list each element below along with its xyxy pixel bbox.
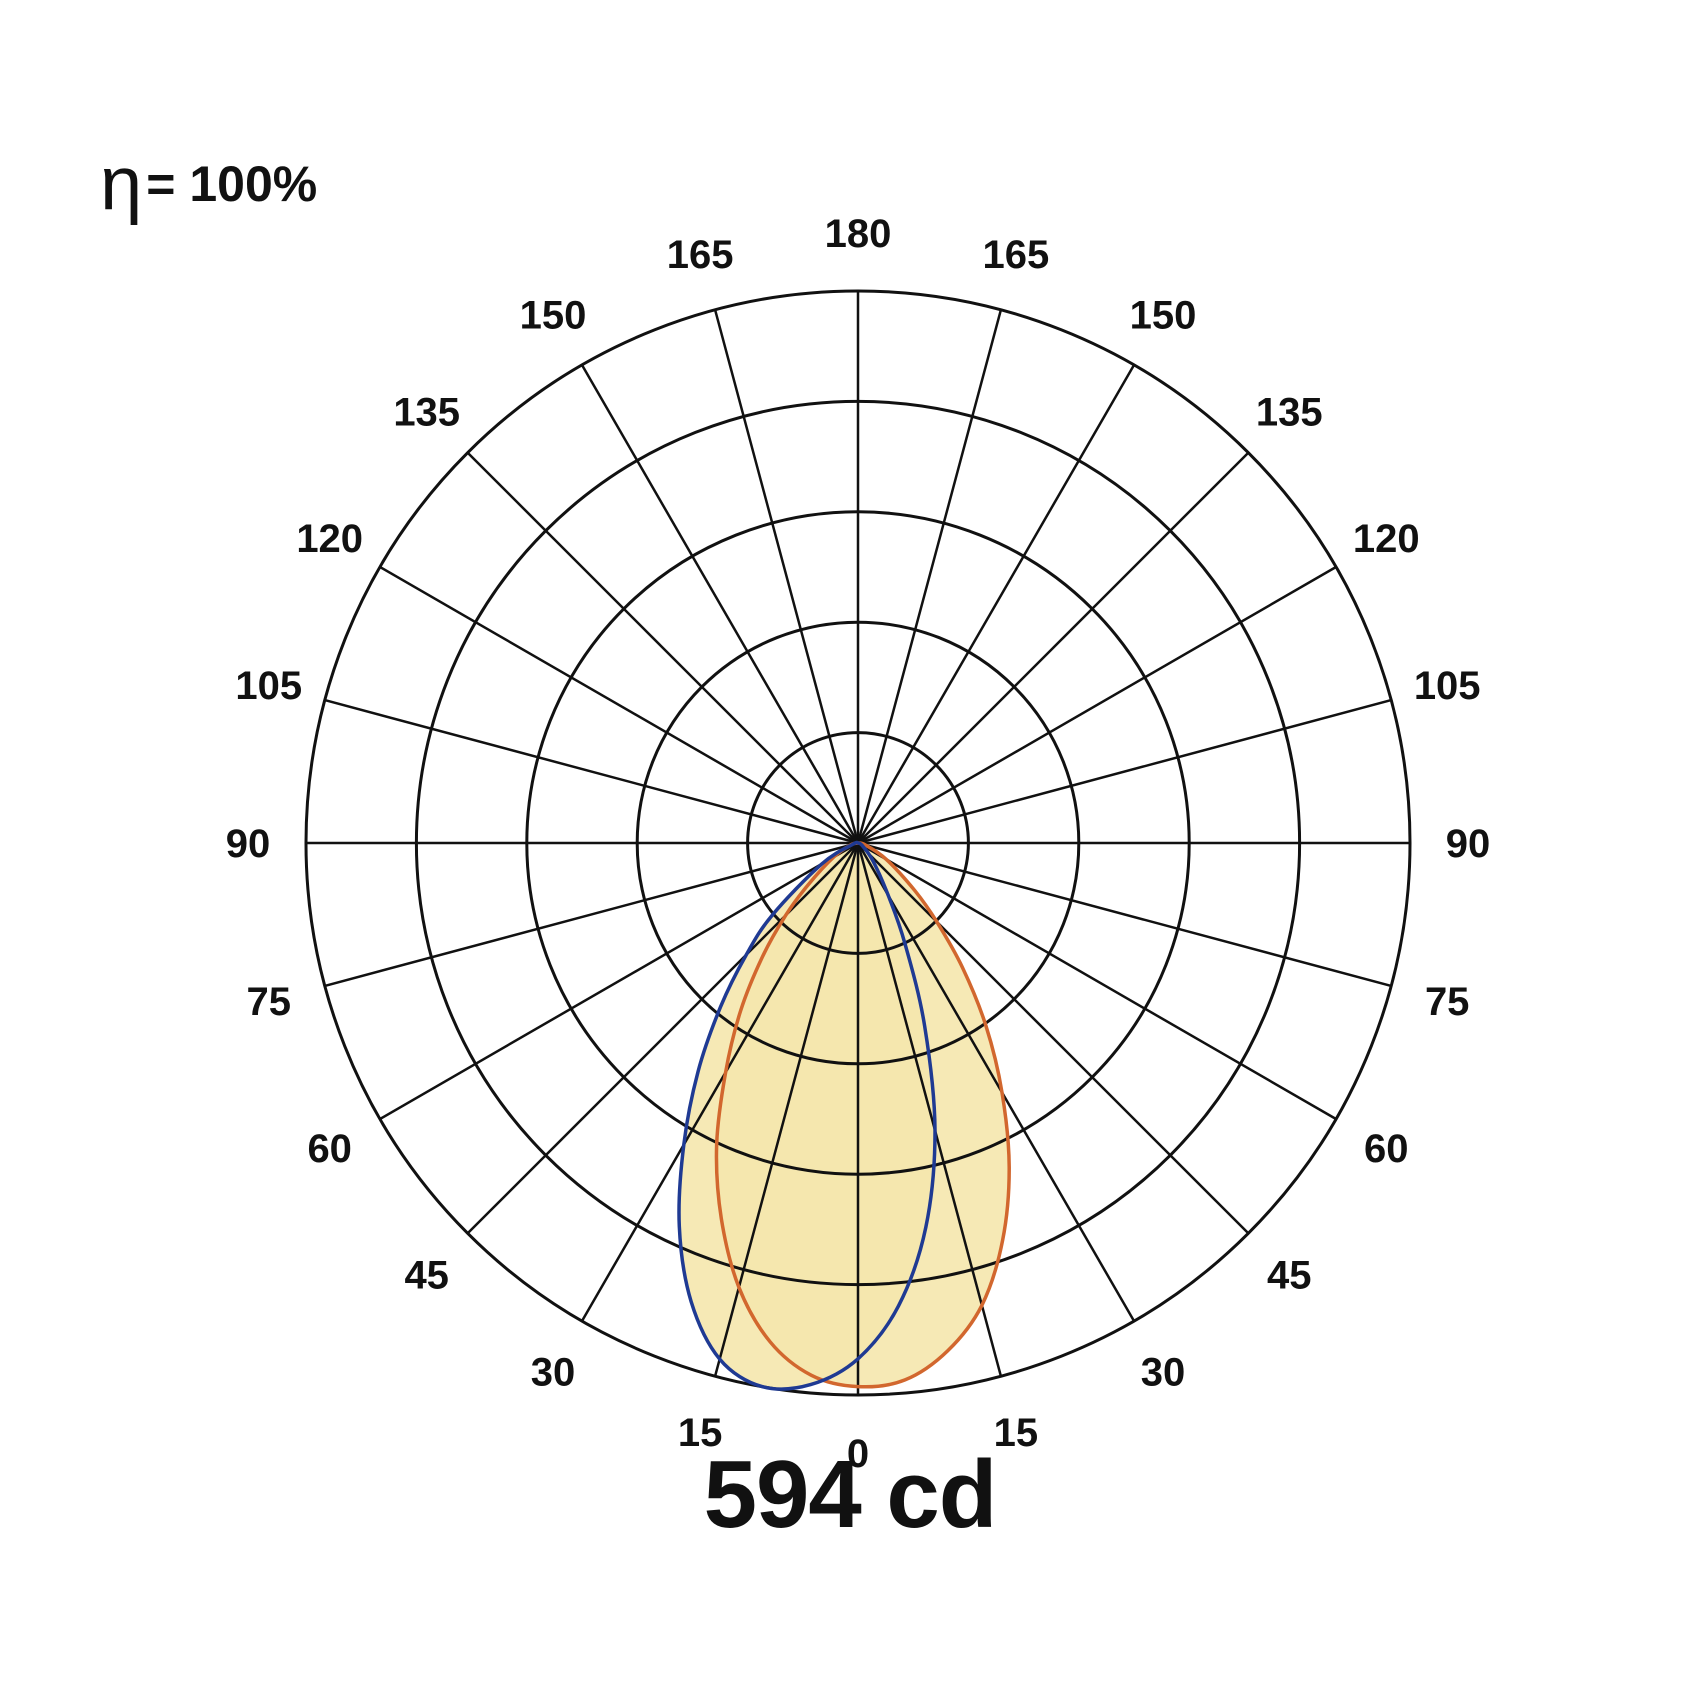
angle-tick-label: 15 <box>994 1411 1039 1455</box>
grid-spoke <box>857 841 1392 988</box>
angle-tick-label: 135 <box>393 391 460 435</box>
angle-tick-label: 15 <box>678 1411 723 1455</box>
angle-tick-label: 120 <box>1353 517 1420 561</box>
series-curve-c90-c270 <box>677 840 937 1391</box>
angle-tick-label: 165 <box>667 233 734 277</box>
angle-tick-label: 60 <box>1364 1127 1409 1171</box>
grid-spoke <box>857 698 1392 845</box>
angle-tick-label: 45 <box>404 1253 449 1297</box>
angle-tick-label: 75 <box>247 980 292 1024</box>
angle-tick-label: 75 <box>1425 980 1470 1024</box>
grid-spoke <box>856 842 1003 1377</box>
eta-symbol: η <box>100 141 143 226</box>
angle-tick-label: 60 <box>307 1127 352 1171</box>
angle-tick-label: 150 <box>1130 294 1197 338</box>
grid-spoke <box>379 841 859 1121</box>
angle-tick-label: 105 <box>1414 664 1481 708</box>
grid-spoke <box>856 309 1003 844</box>
angle-tick-label: 150 <box>520 294 587 338</box>
angle-tick-label: 180 <box>825 212 892 256</box>
grid-spoke <box>857 842 1250 1235</box>
angle-tick-label: 90 <box>226 822 271 866</box>
grid-spoke <box>580 842 860 1322</box>
grid-spoke <box>466 842 859 1235</box>
peak-intensity-label: 594 cd <box>703 1441 998 1548</box>
angle-tick-label: 30 <box>531 1350 576 1394</box>
grid-spoke <box>379 565 859 845</box>
angle-tick-label: 135 <box>1256 391 1323 435</box>
grid-spoke <box>324 698 859 845</box>
angle-tick-label: 30 <box>1141 1350 1186 1394</box>
angle-tick-label: 105 <box>235 664 302 708</box>
series-fill-c90-c270 <box>678 842 936 1390</box>
grid-spoke <box>856 364 1136 844</box>
angle-tick-label: 120 <box>296 517 363 561</box>
grid-spoke <box>857 565 1337 845</box>
grid-spoke <box>857 841 1337 1121</box>
efficiency-value: = 100% <box>146 156 318 212</box>
efficiency-label: η= 100% <box>100 140 317 227</box>
angle-tick-label: 165 <box>983 233 1050 277</box>
grid-spoke <box>324 841 859 988</box>
grid-spoke <box>713 309 860 844</box>
series-curve-c0-c180 <box>714 841 1011 1389</box>
angle-tick-label: 45 <box>1267 1253 1312 1297</box>
grid-spoke <box>857 451 1250 844</box>
grid-spoke <box>856 842 1136 1322</box>
angle-tick-label: 0 <box>847 1432 869 1476</box>
grid-spoke <box>580 364 860 844</box>
grid-spoke <box>466 451 859 844</box>
angle-tick-label: 90 <box>1446 822 1491 866</box>
